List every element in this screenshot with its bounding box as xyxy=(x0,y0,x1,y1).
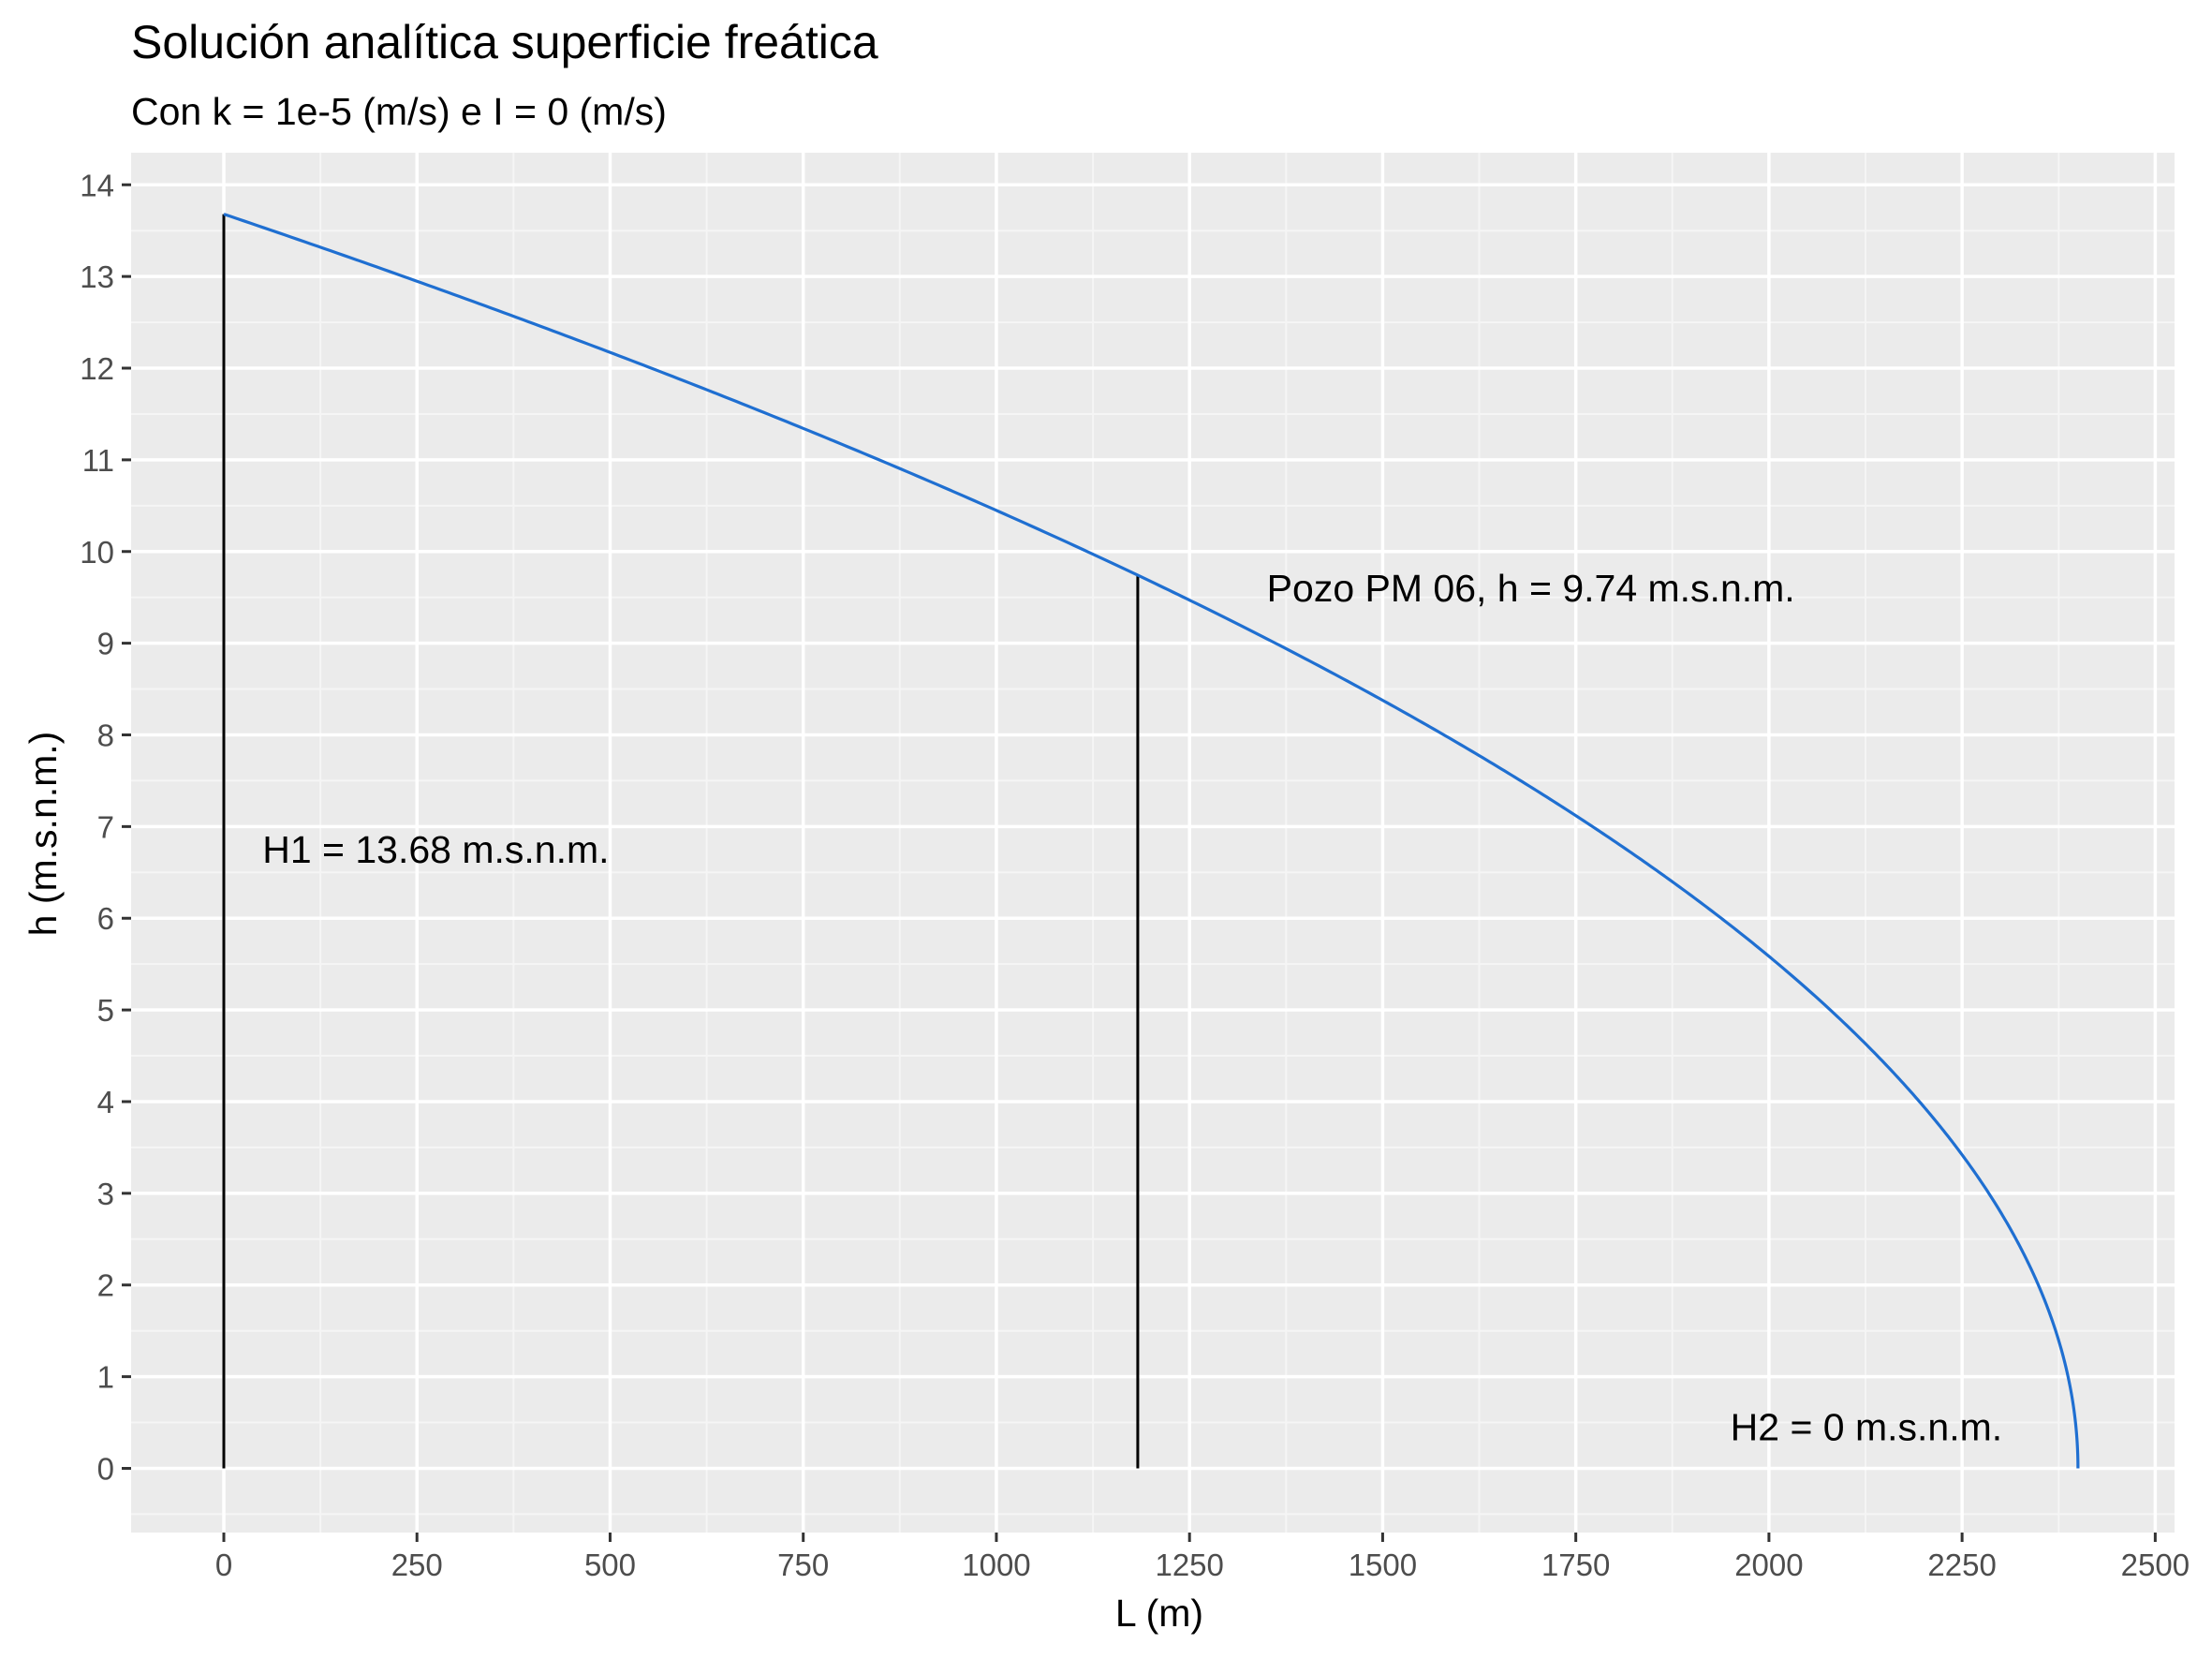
y-tick-label: 0 xyxy=(97,1451,114,1486)
x-tick-label: 2250 xyxy=(1927,1548,1996,1582)
annotations: H1 = 13.68 m.s.n.m. Pozo PM 06, h = 9.74 … xyxy=(262,567,2002,1449)
x-tick-label: 250 xyxy=(391,1548,443,1582)
annotation-3: H2 = 0 m.s.n.m. xyxy=(1731,1405,2003,1448)
x-tick-label: 1250 xyxy=(1155,1548,1223,1582)
y-tick-label: 9 xyxy=(97,627,114,661)
x-tick-label: 750 xyxy=(777,1548,829,1582)
x-axis: 0 250 500 750 1000 1250 1500 1750 2000 2250 2500 xyxy=(215,1533,2190,1582)
x-axis-title: L (m) xyxy=(1115,1592,1203,1635)
x-tick-label: 1500 xyxy=(1349,1548,1417,1582)
y-tick-label: 2 xyxy=(97,1268,114,1303)
y-tick-label: 8 xyxy=(97,718,114,752)
annotation-1: H1 = 13.68 m.s.n.m. xyxy=(262,828,609,871)
y-tick-label: 4 xyxy=(97,1085,114,1119)
x-tick-label: 0 xyxy=(215,1548,232,1582)
plot-panel xyxy=(131,153,2175,1533)
y-tick-label: 12 xyxy=(80,351,114,386)
y-tick-label: 1 xyxy=(97,1360,114,1395)
x-tick-label: 500 xyxy=(584,1548,636,1582)
x-tick-label: 1000 xyxy=(962,1548,1030,1582)
x-tick-label: 1750 xyxy=(1541,1548,1610,1582)
y-tick-label: 11 xyxy=(82,443,114,478)
y-tick-label: 7 xyxy=(97,809,114,844)
y-tick-label: 14 xyxy=(80,168,114,202)
y-tick-label: 13 xyxy=(80,259,114,294)
y-tick-label: 10 xyxy=(80,535,114,570)
x-tick-label: 2500 xyxy=(2121,1548,2190,1582)
chart-title: Solución analítica superficie freática xyxy=(131,16,878,68)
y-tick-label: 3 xyxy=(97,1177,114,1211)
annotation-2: Pozo PM 06, h = 9.74 m.s.n.m. xyxy=(1267,567,1795,610)
x-tick-label: 2000 xyxy=(1734,1548,1803,1582)
chart-subtitle: Con k = 1e-5 (m/s) e I = 0 (m/s) xyxy=(131,90,667,133)
y-tick-label: 5 xyxy=(97,993,114,1028)
vertical-segments xyxy=(222,214,1140,1469)
y-tick-label: 6 xyxy=(97,901,114,936)
minor-grid xyxy=(131,153,2175,1533)
y-axis-title: h (m.s.n.m.) xyxy=(22,732,65,937)
water-table-line xyxy=(223,213,2080,1469)
